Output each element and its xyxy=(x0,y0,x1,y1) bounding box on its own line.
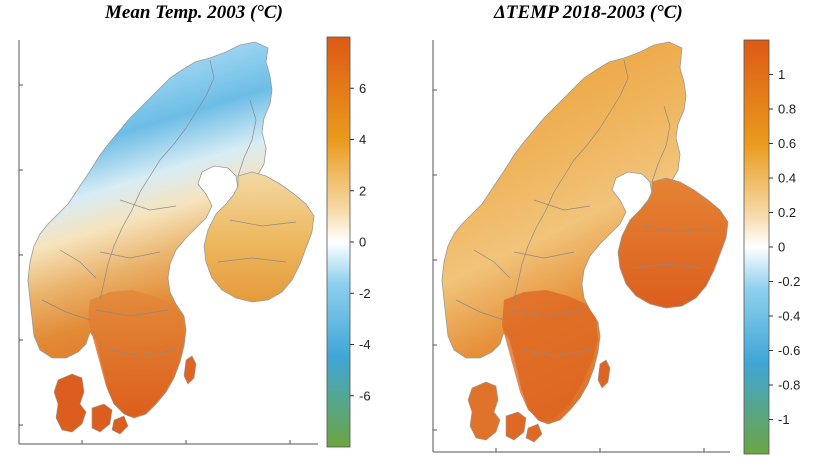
right-colorbar-tick-label: 0.2 xyxy=(778,205,796,220)
right-map-title: ΔTEMP 2018-2003 (°C) xyxy=(494,2,683,23)
right-colorbar-tick-label: -0.4 xyxy=(778,309,800,324)
right-colorbar-tick-label: 0.6 xyxy=(778,136,796,151)
right-map-panel: 1 0.8 0.6 0.4 0.2 0 -0.2 -0.4 -0.6 -0.8 -1 xyxy=(432,39,800,455)
left-colorbar-tick-label: -4 xyxy=(359,337,371,352)
left-finland-landmass xyxy=(203,171,315,303)
left-colorbar-tick-label: 0 xyxy=(359,235,366,250)
right-colorbar-tick-label: 0.8 xyxy=(778,102,796,117)
right-colorbar-tick-label: -1 xyxy=(778,412,790,427)
right-gotland-island xyxy=(597,359,611,389)
left-colorbar-tick-label: -2 xyxy=(359,286,371,301)
right-denmark-islands xyxy=(505,411,543,443)
right-colorbar-tick-label: -0.2 xyxy=(778,274,800,289)
left-region-borders xyxy=(41,59,297,357)
right-colorbar-tick-label: 0.4 xyxy=(778,171,796,186)
left-gotland-island xyxy=(183,355,197,385)
left-map-panel: 6 4 2 0 -2 -4 -6 xyxy=(18,36,371,448)
left-south-sweden xyxy=(88,290,184,416)
right-denmark-landmass xyxy=(467,381,501,441)
left-axis-ticks xyxy=(19,84,291,444)
right-south-sweden xyxy=(502,290,598,422)
right-colorbar-tick-label: 1 xyxy=(778,67,785,82)
left-colorbar-tick-label: 4 xyxy=(359,132,366,147)
left-colorbar-tick-label: 6 xyxy=(359,81,366,96)
right-colorbar-tick-label: -0.8 xyxy=(778,378,800,393)
right-region-borders xyxy=(455,59,711,357)
left-denmark-islands xyxy=(91,403,129,435)
left-denmark-landmass xyxy=(53,373,87,433)
right-colorbar xyxy=(743,39,770,455)
left-colorbar xyxy=(326,36,351,448)
left-colorbar-ticks: 6 4 2 0 -2 -4 -6 xyxy=(350,81,371,403)
left-map-title: Mean Temp. 2003 (°C) xyxy=(105,2,283,23)
right-colorbar-ticks: 1 0.8 0.6 0.4 0.2 0 -0.2 -0.4 -0.6 -0.8 -1 xyxy=(769,67,800,427)
right-colorbar-tick-label: -0.6 xyxy=(778,343,800,358)
right-colorbar-tick-label: 0 xyxy=(778,240,785,255)
left-colorbar-tick-label: -6 xyxy=(359,388,371,403)
right-axis-ticks xyxy=(433,89,705,452)
left-colorbar-tick-label: 2 xyxy=(359,183,366,198)
right-finland-landmass xyxy=(617,177,729,309)
